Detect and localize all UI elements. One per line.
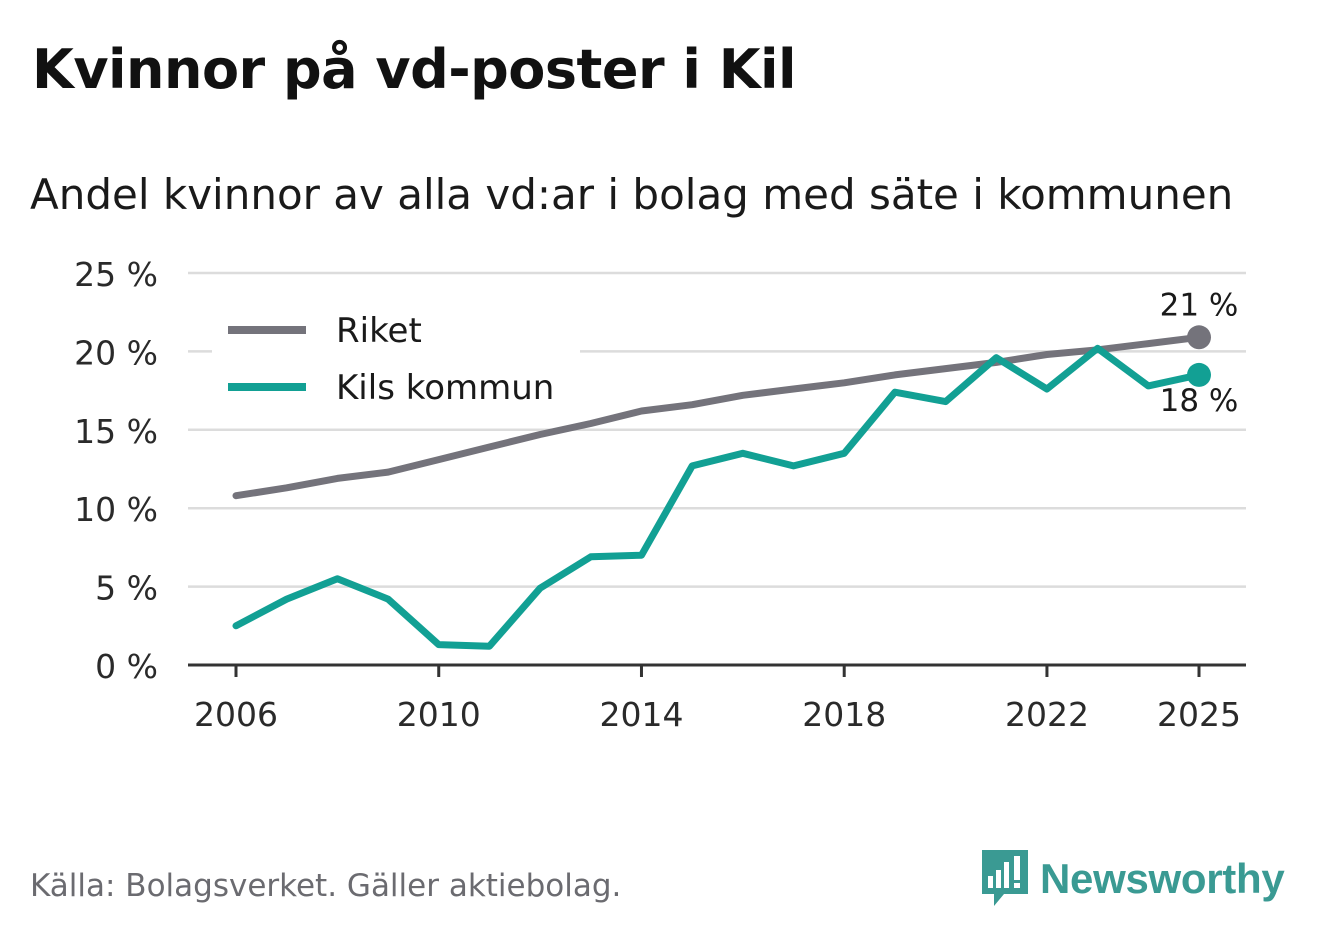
x-tick-label: 2006: [194, 695, 278, 734]
newsworthy-logo-icon: [982, 850, 1028, 906]
legend-label: Kils kommun: [336, 368, 554, 408]
series-line: [232, 344, 1203, 650]
series-end-marker: [1187, 325, 1211, 350]
chart-subtitle: Andel kvinnor av alla vd:ar i bolag med …: [30, 170, 1234, 219]
series-lines: [232, 325, 1211, 650]
series-end-marker: [1187, 362, 1211, 387]
series-line: [232, 333, 1203, 500]
x-tick-label: 2022: [1005, 695, 1089, 734]
legend: Riket Kils kommun: [212, 300, 580, 412]
x-tick-label: 2014: [599, 695, 683, 734]
source-note: Källa: Bolagsverket. Gäller aktiebolag.: [30, 868, 622, 904]
brand-name: Newsworthy: [1040, 855, 1285, 902]
y-tick-label: 25 %: [74, 255, 158, 294]
y-tick-label: 15 %: [74, 412, 158, 451]
legend-label: Riket: [336, 311, 422, 351]
legend-background: [212, 300, 580, 412]
end-value-label: 21 %: [1160, 287, 1239, 323]
end-value-label: 18 %: [1160, 383, 1239, 419]
chart-title: Kvinnor på vd-poster i Kil: [32, 38, 797, 101]
y-tick-label: 5 %: [95, 569, 158, 608]
x-tick-label: 2018: [802, 695, 886, 734]
brand-logo: Newsworthy: [980, 848, 1285, 910]
x-tick-label: 2010: [397, 695, 481, 734]
axes: 0 % 5 % 10 % 15 % 20 % 25 % 2006 2010 2014 2018 20…: [74, 255, 1246, 734]
y-tick-label: 0 %: [95, 647, 158, 686]
y-tick-label: 20 %: [74, 333, 158, 372]
end-labels: 21 % 18 %: [1160, 287, 1239, 419]
x-tick-label: 2025: [1157, 695, 1241, 734]
y-tick-label: 10 %: [74, 490, 158, 529]
